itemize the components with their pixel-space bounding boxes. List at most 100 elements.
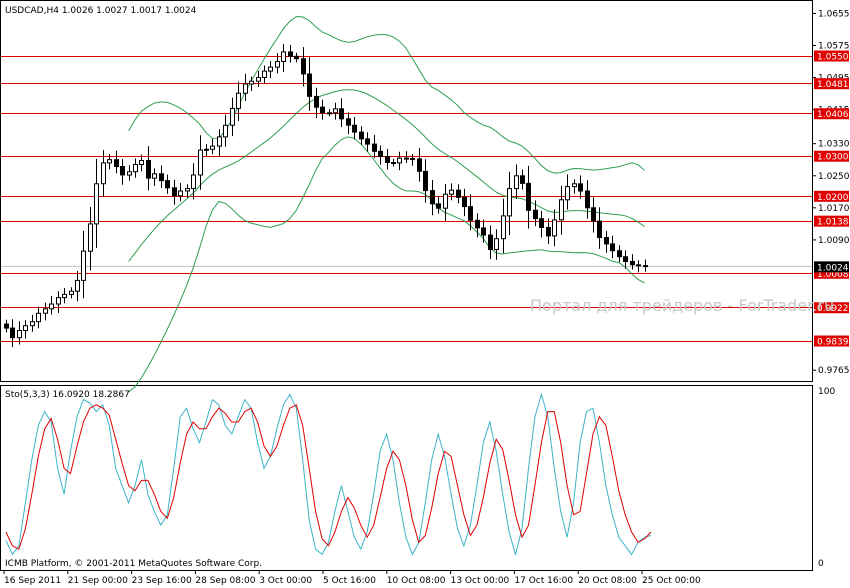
candle-body <box>133 164 138 173</box>
candle-body <box>359 131 364 140</box>
level-price-tag <box>814 190 849 202</box>
candle-body <box>146 160 151 179</box>
candle-body <box>481 227 486 236</box>
stochastic-axis-label-min: 0 <box>818 559 824 569</box>
candle-body <box>198 149 203 176</box>
candle-body <box>456 189 461 198</box>
time-axis-label: 3 Oct 00:00 <box>259 576 312 586</box>
candle-body <box>178 190 183 197</box>
level-price-tag-label: 1.0008 <box>817 270 849 280</box>
stochastic-axis-label-max: 100 <box>818 387 835 397</box>
candle-body <box>191 174 196 190</box>
time-axis-label: 23 Sep 16:00 <box>132 576 192 586</box>
price-axis-label: 0.9765 <box>818 366 850 376</box>
copyright-line: ICMB Platform, © 2001-2011 MetaQuotes So… <box>5 559 262 569</box>
candle-body <box>69 290 74 295</box>
candle-body <box>591 207 596 222</box>
current-price-tag-label: 1.0024 <box>817 263 849 273</box>
candle-body <box>139 160 144 165</box>
candle-body <box>101 162 106 185</box>
level-price-tag-label: 1.0138 <box>817 218 849 228</box>
candle-body <box>385 156 390 163</box>
candle-body <box>559 199 564 221</box>
candle-body <box>49 303 54 310</box>
candle-body <box>43 308 48 314</box>
candle-body <box>423 170 428 192</box>
candle-body <box>597 220 602 239</box>
level-price-tag <box>814 215 849 227</box>
price-axis-label: 1.0655 <box>818 9 850 19</box>
candle-body <box>391 162 396 164</box>
candle-body <box>410 158 415 160</box>
candle-body <box>539 218 544 228</box>
candle-body <box>275 61 280 68</box>
candle-body <box>75 279 80 292</box>
bollinger-lower-band <box>128 136 645 393</box>
bollinger-middle-band <box>128 89 645 262</box>
candle-body <box>514 175 519 190</box>
price-axis-label: 1.0330 <box>818 140 850 150</box>
time-axis-label: 21 Sep 00:00 <box>68 576 128 586</box>
level-price-tag <box>814 302 849 314</box>
candle-body <box>230 107 235 126</box>
symbol-info-line: USDCAD,H4 1.0026 1.0027 1.0017 1.0024 <box>5 6 197 16</box>
candle-body <box>256 77 261 82</box>
candle-body <box>630 261 635 266</box>
stochastic-signal-line <box>5 404 652 550</box>
candle-body <box>17 330 22 339</box>
candle-body <box>462 196 467 208</box>
candle-body <box>94 183 99 225</box>
candle-body <box>378 150 383 158</box>
candle-body <box>36 312 41 323</box>
candle-body <box>397 157 402 164</box>
price-axis-label: 1.0575 <box>818 41 850 51</box>
level-price-tag-label: 1.0550 <box>817 53 849 63</box>
level-price-tag-label: 1.0300 <box>817 153 849 163</box>
candle-body <box>585 190 590 209</box>
level-price-tag-label: 1.0200 <box>817 193 849 203</box>
candle-body <box>56 297 61 305</box>
candle-body <box>417 158 422 172</box>
time-axis-label: 13 Oct 00:00 <box>451 576 510 586</box>
main-plot-frame <box>0 0 813 382</box>
time-axis-label: 20 Oct 08:00 <box>578 576 637 586</box>
candle-body <box>507 188 512 217</box>
candle-body <box>468 206 473 221</box>
candle-body <box>475 219 480 229</box>
current-price-tag <box>814 261 849 273</box>
stochastic-plot-frame <box>0 385 813 571</box>
candle-body <box>268 66 273 72</box>
candle-body <box>604 237 609 245</box>
candle-body <box>578 183 583 192</box>
bollinger-upper-band <box>128 16 645 174</box>
candle-body <box>81 250 86 281</box>
candle-body <box>249 80 254 85</box>
candle-body <box>114 159 119 167</box>
candle-body <box>501 215 506 240</box>
candle-body <box>533 209 538 220</box>
candle-body <box>572 183 577 188</box>
candle-body <box>488 234 493 251</box>
candle-body <box>636 264 641 267</box>
candle-body <box>339 108 344 120</box>
candle-body <box>127 171 132 176</box>
candle-body <box>436 203 441 209</box>
candle-body <box>526 182 531 211</box>
candle-body <box>262 70 267 78</box>
candle-body <box>120 166 125 176</box>
level-price-tag <box>814 267 849 279</box>
level-price-tag-label: 0.9922 <box>817 304 849 314</box>
candle-body <box>217 136 222 147</box>
candle-body <box>204 148 209 151</box>
level-price-tag <box>814 150 849 162</box>
level-price-tag-label: 1.0481 <box>817 80 849 90</box>
candle-body <box>288 51 293 57</box>
candle-body <box>565 186 570 201</box>
candle-body <box>159 173 164 182</box>
candle-body <box>294 55 299 60</box>
candle-body <box>404 157 409 160</box>
candle-body <box>10 327 15 339</box>
candle-body <box>314 95 319 108</box>
